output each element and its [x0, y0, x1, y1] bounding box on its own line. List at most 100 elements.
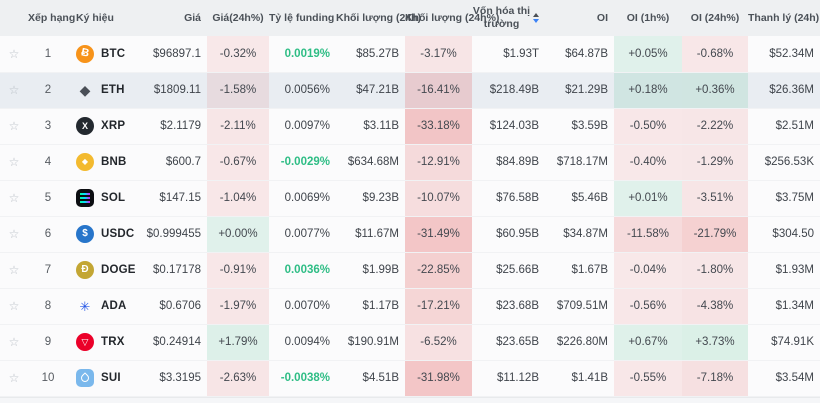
coin-link-xrp[interactable]: X XRP [68, 117, 144, 135]
col-header-vol24h[interactable]: Khối lượng (24h) [336, 0, 421, 36]
oi24hPct-value: -1.29% [682, 144, 748, 180]
liq24h-value: $52.34M [769, 47, 814, 60]
favorite-star-icon[interactable]: ☆ [8, 299, 20, 313]
symbol-label: TRX [101, 336, 125, 348]
coin-link-doge[interactable]: Đ DOGE [68, 261, 144, 279]
price-value: $0.24914 [153, 336, 201, 348]
col-header-symbol[interactable]: Ký hiệu [68, 0, 144, 36]
mcap-value: $124.03B [489, 120, 539, 132]
favorite-star-icon[interactable]: ☆ [8, 119, 20, 133]
chg24h-value: +1.79% [207, 324, 269, 360]
col-header-price[interactable]: Giá [144, 0, 207, 36]
col-header-rank[interactable]: Xếp hạng [28, 0, 75, 36]
symbol-label: ADA [101, 300, 127, 312]
symbol-label: SUI [101, 372, 121, 384]
coin-link-btc[interactable]: Ƀ BTC [68, 44, 144, 63]
funding-value: 0.0056% [284, 84, 330, 96]
vol24h-value: $190.91M [347, 336, 399, 348]
col-header-chg24h[interactable]: Giá(24h%) [207, 0, 269, 36]
coin-link-usdc[interactable]: $ USDC [68, 225, 144, 243]
doge-icon: Đ [76, 261, 94, 279]
coin-link-sui[interactable]: SUI [68, 369, 144, 387]
favorite-cell: ☆ [0, 180, 28, 216]
col-header-label: Khối lượng (24h) [336, 12, 422, 24]
mcap-value: $11.12B [497, 372, 539, 384]
coin-link-bnb[interactable]: ◆ BNB [68, 153, 144, 171]
liq24h-value: $3.54M [775, 372, 814, 384]
favorite-star-icon[interactable]: ☆ [8, 155, 20, 169]
sui-icon [76, 369, 94, 387]
rank-value: 4 [44, 156, 52, 168]
price-value: $600.7 [165, 156, 201, 168]
symbol-cell: ✳ ADA [68, 288, 144, 324]
col-header-oi24hPct[interactable]: OI (24h%) [682, 0, 748, 36]
price-value: $0.17178 [153, 264, 201, 276]
col-header-oi1hPct[interactable]: OI (1h%) [614, 0, 682, 36]
favorite-star-icon[interactable]: ☆ [8, 83, 20, 97]
liq24h-value: $1.93M [775, 264, 814, 276]
favorite-cell: ☆ [0, 144, 28, 180]
coin-link-trx[interactable]: ▽ TRX [68, 333, 144, 351]
favorite-star-icon[interactable]: ☆ [8, 191, 20, 205]
col-header-liq24h[interactable]: Thanh lý (24h) [748, 0, 820, 36]
vol24hPct-value: -16.41% [405, 72, 472, 108]
vol24h-value: $4.51B [362, 372, 399, 384]
favorite-cell: ☆ [0, 324, 28, 360]
oi-value: $709.51M [556, 300, 608, 312]
table-row: ☆ 1 Ƀ BTC $96897.1 -0.32% 0.0019% $85.27B -3.17%… [0, 36, 820, 72]
table-row: ☆ 5 SOL $147.15 -1.04% 0.0069% $9.23B -10.07% $7… [0, 180, 820, 216]
table-row: ☆ 2 ◆ ETH $1809.11 -1.58% 0.0056% $47.21B -16.41… [0, 72, 820, 108]
symbol-cell: SOL [68, 180, 144, 216]
oi1hPct-value: +0.05% [614, 36, 682, 72]
oi-value: $3.59B [571, 120, 608, 132]
sol-icon [76, 189, 94, 207]
favorite-star-icon[interactable]: ☆ [8, 263, 20, 277]
vol24h-value: $634.68M [347, 156, 399, 168]
sort-icon[interactable] [532, 13, 539, 23]
oi24hPct-value: +3.73% [682, 324, 748, 360]
coin-link-eth[interactable]: ◆ ETH [68, 81, 144, 99]
col-header-vol24hPct[interactable]: Khối lượng (24h%) [405, 0, 499, 36]
col-header-mcap[interactable]: Vốn hóa thị trường [472, 0, 545, 36]
liq24h-value: $74.91K [771, 336, 814, 348]
mcap-value: $1.93T [503, 47, 539, 60]
eth-icon: ◆ [79, 82, 91, 98]
col-header-label: Giá [184, 12, 201, 24]
oi24hPct-value: -0.68% [682, 36, 748, 72]
col-header-fav[interactable] [0, 0, 28, 36]
oi1hPct-value: -11.58% [614, 216, 682, 252]
sort-up-arrow-icon [532, 13, 539, 17]
chg24h-value: -0.32% [207, 36, 269, 72]
btc-icon: Ƀ [76, 44, 94, 63]
vol24hPct-value: -12.91% [405, 144, 472, 180]
oi-value: $1.41B [571, 372, 608, 384]
col-header-oi[interactable]: OI [545, 0, 614, 36]
funding-value: 0.0097% [284, 120, 330, 132]
favorite-star-icon[interactable]: ☆ [8, 335, 20, 349]
vol24hPct-value: -31.49% [405, 216, 472, 252]
oi24hPct-value: +0.36% [682, 72, 748, 108]
coin-link-sol[interactable]: SOL [68, 189, 144, 207]
trx-icon: ▽ [76, 333, 94, 351]
col-header-label: Ký hiệu [76, 12, 114, 24]
rank-value: 5 [44, 192, 52, 204]
favorite-cell: ☆ [0, 36, 28, 72]
coin-link-ada[interactable]: ✳ ADA [68, 297, 144, 315]
rank-value: 1 [44, 47, 52, 60]
table-row: ☆ 3 X XRP $2.1179 -2.11% 0.0097% $3.11B -33.18% $… [0, 108, 820, 144]
favorite-cell: ☆ [0, 72, 28, 108]
favorite-star-icon[interactable]: ☆ [8, 227, 20, 241]
chg24h-value: +0.00% [207, 216, 269, 252]
oi1hPct-value: -0.50% [614, 108, 682, 144]
chg24h-value: -0.91% [207, 252, 269, 288]
oi1hPct-value: +0.18% [614, 72, 682, 108]
oi1hPct-value: -0.40% [614, 144, 682, 180]
favorite-star-icon[interactable]: ☆ [8, 46, 20, 61]
liq24h-value: $1.34M [775, 300, 814, 312]
favorite-star-icon[interactable]: ☆ [8, 371, 20, 385]
oi24hPct-value: -7.18% [682, 360, 748, 396]
col-header-funding[interactable]: Tỷ lệ funding [269, 0, 336, 36]
oi-value: $64.87B [565, 47, 608, 60]
